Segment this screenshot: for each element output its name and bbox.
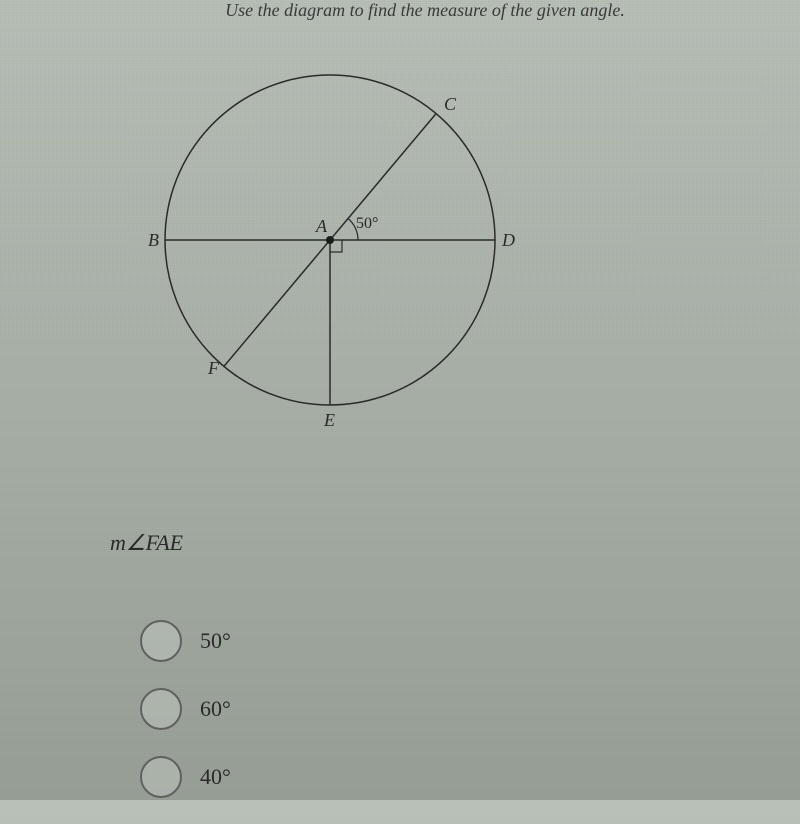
option-2[interactable]: 60° xyxy=(140,688,231,730)
radio-icon[interactable] xyxy=(140,756,182,798)
label-F: F xyxy=(207,358,220,378)
label-D: D xyxy=(501,230,515,250)
circle-diagram: A B C D E F 50° xyxy=(130,40,550,465)
question-text: m∠FAE xyxy=(110,530,183,556)
label-B: B xyxy=(148,230,159,250)
label-C: C xyxy=(444,94,457,114)
option-3[interactable]: 40° xyxy=(140,756,231,798)
angle-50-label: 50° xyxy=(356,215,378,232)
option-label: 40° xyxy=(200,764,231,790)
center-point xyxy=(326,236,334,244)
instruction-text: Use the diagram to find the measure of t… xyxy=(100,0,750,21)
option-label: 50° xyxy=(200,628,231,654)
option-1[interactable]: 50° xyxy=(140,620,231,662)
question-prefix: m xyxy=(110,530,126,555)
label-A: A xyxy=(315,216,328,236)
answer-options: 50° 60° 40° xyxy=(140,620,231,824)
label-E: E xyxy=(323,410,335,430)
radio-icon[interactable] xyxy=(140,688,182,730)
option-label: 60° xyxy=(200,696,231,722)
question-angle: ∠FAE xyxy=(126,530,183,555)
radio-icon[interactable] xyxy=(140,620,182,662)
